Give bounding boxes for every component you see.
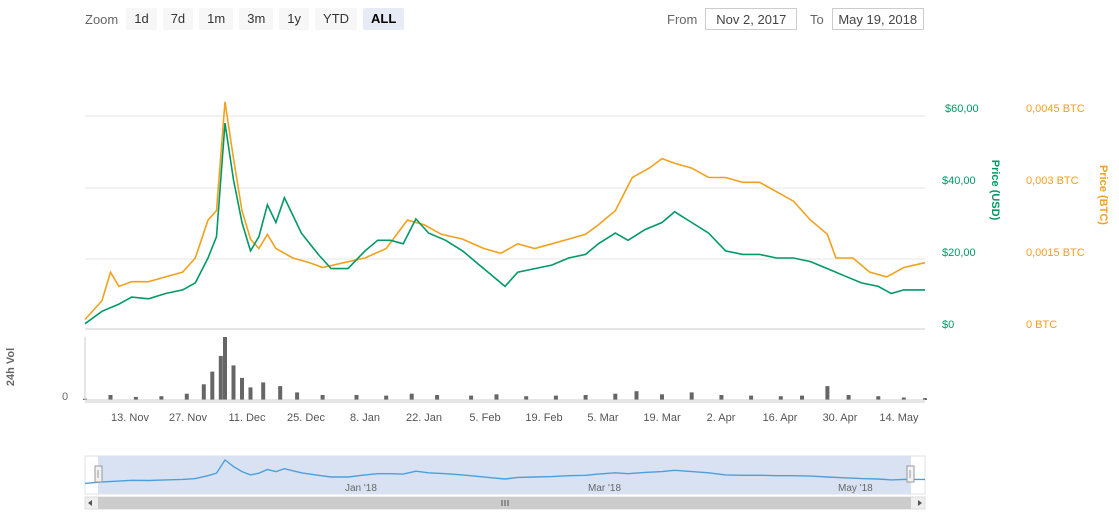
navigator-right-handle[interactable] (906, 465, 915, 483)
navigator-label-jan: Jan '18 (345, 483, 377, 494)
volume-bar (409, 393, 414, 400)
volume-bar (923, 398, 927, 400)
volume-bar (108, 395, 113, 400)
btc-tick-0015: 0,0015 BTC (1026, 247, 1085, 259)
volume-bars (83, 337, 927, 401)
volume-bar (660, 394, 664, 400)
volume-bar (231, 365, 236, 401)
usd-axis-title: Price (USD) (989, 160, 1001, 221)
volume-bar (800, 395, 804, 400)
from-date-input[interactable] (705, 8, 798, 30)
volume-bar (278, 386, 283, 400)
volume-bar (223, 337, 227, 400)
x-tick-8-jan: 8. Jan (350, 412, 380, 424)
grid-lines (85, 115, 925, 330)
volume-bar (553, 395, 558, 400)
usd-price-line (84, 122, 925, 325)
navigator-line (84, 458, 925, 485)
volume-axis-title: 24h Vol (5, 348, 17, 386)
usd-tick-60: $60,00 (945, 103, 979, 115)
volume-bar (876, 396, 881, 400)
volume-bar (524, 396, 529, 400)
volume-bar (469, 395, 474, 400)
zoom-1d-button[interactable]: 1d (126, 8, 157, 30)
navigator-label-mar: Mar '18 (588, 483, 621, 494)
volume-bar (354, 395, 359, 400)
x-tick-30-apr: 30. Apr (823, 412, 858, 424)
volume-bar (901, 397, 906, 400)
navigator-label-may: May '18 (838, 483, 873, 494)
volume-bar (494, 394, 499, 400)
volume-bar (613, 393, 618, 400)
btc-tick-003: 0,003 BTC (1026, 175, 1079, 187)
zoom-bar: Zoom 1d 7d 1m 3m 1y YTD ALL (85, 8, 410, 30)
volume-bar (320, 395, 325, 400)
x-tick-19-feb: 19. Feb (525, 412, 562, 424)
x-tick-25-dec: 25. Dec (287, 412, 325, 424)
zoom-label: Zoom (85, 11, 119, 27)
volume-bar (218, 355, 223, 400)
volume-bar (583, 395, 588, 400)
volume-bar (825, 386, 830, 400)
x-tick-27-nov: 27. Nov (169, 412, 207, 424)
usd-tick-40: $40,00 (942, 175, 976, 187)
volume-bar (846, 395, 851, 400)
volume-bar (435, 395, 440, 400)
x-tick-2-apr: 2. Apr (707, 412, 736, 424)
scrollbar-grip-icon (501, 500, 509, 506)
x-tick-16-apr: 16. Apr (763, 412, 798, 424)
scroll-right-arrow-icon[interactable] (918, 500, 922, 506)
volume-bar (634, 391, 639, 400)
x-tick-13-nov: 13. Nov (111, 412, 149, 424)
volume-bar (261, 382, 266, 400)
zoom-1m-button[interactable]: 1m (199, 8, 234, 30)
volume-bar (384, 395, 389, 400)
to-date-input[interactable] (831, 8, 924, 30)
volume-bar (749, 395, 754, 400)
x-tick-22-jan: 22. Jan (406, 412, 442, 424)
volume-tick-0: 0 (62, 391, 68, 403)
x-tick-5-feb: 5. Feb (469, 412, 500, 424)
btc-axis-title: Price (BTC) (1097, 165, 1109, 225)
volume-bar (295, 392, 300, 400)
volume-bar (248, 387, 253, 400)
from-label: From (667, 11, 698, 27)
navigator-left-handle[interactable] (94, 465, 103, 483)
zoom-3m-button[interactable]: 3m (239, 8, 274, 30)
x-tick-14-may: 14. May (879, 412, 919, 424)
usd-tick-0: $0 (942, 319, 954, 331)
volume-bar (201, 384, 206, 401)
volume-bar (240, 377, 244, 400)
x-tick-11-dec: 11. Dec (228, 412, 266, 424)
to-label: To (810, 11, 824, 27)
axes (84, 337, 925, 403)
volume-bar (719, 395, 724, 400)
from-range: From (667, 7, 798, 31)
volume-bar (210, 371, 215, 400)
usd-tick-20: $20,00 (942, 247, 976, 259)
btc-tick-0: 0 BTC (1026, 319, 1057, 331)
btc-price-line (84, 101, 926, 321)
x-tick-5-mar: 5. Mar (587, 412, 619, 424)
x-tick-19-mar: 19. Mar (643, 412, 681, 424)
volume-bar (133, 396, 138, 401)
scroll-left-arrow-icon[interactable] (88, 500, 92, 506)
zoom-ytd-button[interactable]: YTD (315, 8, 358, 30)
to-range: To (810, 7, 924, 31)
zoom-1y-button[interactable]: 1y (279, 8, 310, 30)
volume-bar (184, 393, 189, 400)
volume-bar (159, 396, 164, 400)
zoom-all-button[interactable]: ALL (363, 8, 405, 30)
volume-bar (689, 392, 694, 400)
zoom-7d-button[interactable]: 7d (162, 8, 194, 30)
volume-bar (778, 396, 783, 400)
btc-tick-0045: 0,0045 BTC (1026, 103, 1085, 115)
